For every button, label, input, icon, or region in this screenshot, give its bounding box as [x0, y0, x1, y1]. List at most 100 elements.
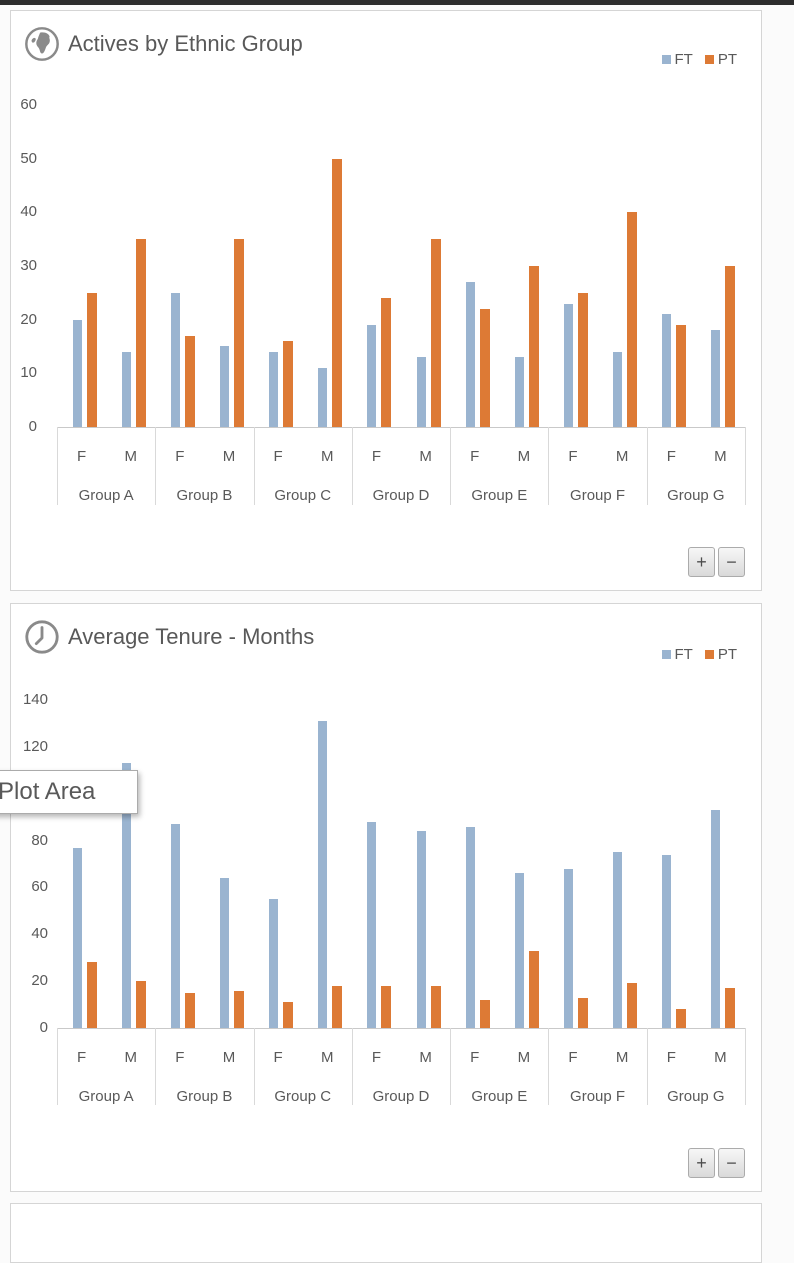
bar-ft[interactable]: [564, 869, 573, 1028]
chart-zoom-controls: + −: [685, 1148, 745, 1178]
zoom-out-button[interactable]: −: [718, 1148, 745, 1178]
panel-actives-by-ethnic-group: Actives by Ethnic Group FT PT 0 10 20 30 40 50…: [10, 10, 762, 591]
bar-ft[interactable]: [269, 899, 279, 1028]
bar-pt[interactable]: [332, 986, 343, 1028]
x-axis-group-label: Group F: [570, 1088, 626, 1105]
bar-pt[interactable]: [135, 981, 146, 1028]
chart-legend: FT PT: [661, 51, 737, 68]
bar-ft[interactable]: [367, 325, 377, 427]
x-axis-subcategory-label: M: [321, 448, 334, 465]
x-axis-subcategory-label: M: [714, 448, 727, 465]
bar-pt[interactable]: [578, 293, 588, 427]
bar-pt[interactable]: [234, 239, 244, 427]
category-separator: [647, 427, 648, 505]
legend-label: FT: [674, 51, 693, 68]
bar-ft[interactable]: [711, 330, 721, 427]
x-axis-subcategory-label: F: [470, 448, 480, 465]
x-axis-subcategory-label: F: [371, 448, 381, 465]
bar-pt[interactable]: [283, 341, 294, 427]
bar-pt[interactable]: [184, 993, 195, 1028]
y-axis-tick-label: 80: [31, 831, 48, 849]
zoom-in-button[interactable]: +: [688, 1148, 715, 1178]
bar-ft[interactable]: [465, 827, 475, 1028]
bar-pt[interactable]: [283, 1002, 294, 1028]
bar-pt[interactable]: [676, 325, 687, 427]
bar-ft[interactable]: [72, 320, 82, 427]
bar-pt[interactable]: [381, 298, 392, 427]
legend-swatch-pt: [704, 55, 714, 64]
globe-icon: [25, 27, 59, 61]
legend-item-pt: PT: [704, 646, 737, 663]
bar-ft[interactable]: [121, 763, 131, 1028]
bar-pt[interactable]: [528, 951, 539, 1028]
bar-pt[interactable]: [135, 239, 146, 427]
bar-ft[interactable]: [662, 314, 672, 427]
bar-pt[interactable]: [725, 988, 736, 1028]
x-axis-line: [57, 1028, 745, 1029]
x-axis-group-label: Group D: [372, 1088, 430, 1105]
x-axis-subcategory-label: F: [371, 1049, 381, 1066]
bar-ft[interactable]: [170, 824, 180, 1028]
bar-ft[interactable]: [564, 304, 573, 427]
category-separator: [548, 427, 549, 505]
chart-zoom-controls: + −: [685, 547, 745, 577]
legend-swatch-ft: [661, 650, 671, 659]
y-axis-tick-label: 40: [20, 203, 37, 221]
bar-pt[interactable]: [86, 293, 97, 427]
bar-ft[interactable]: [269, 352, 279, 427]
zoom-out-button[interactable]: −: [718, 547, 745, 577]
bar-ft[interactable]: [514, 357, 524, 427]
x-axis-line: [57, 427, 745, 428]
bar-pt[interactable]: [725, 266, 736, 427]
clock-icon: [25, 620, 59, 654]
x-axis-subcategory-label: F: [568, 448, 578, 465]
y-axis-tick-label: 40: [31, 925, 48, 943]
x-axis-group-label: Group F: [570, 487, 626, 504]
bar-ft[interactable]: [711, 810, 721, 1028]
bar-ft[interactable]: [465, 282, 475, 427]
bar-pt[interactable]: [627, 212, 638, 427]
page-title: Actives by Ethnic Group: [68, 31, 303, 56]
bar-pt[interactable]: [479, 309, 490, 427]
bar-ft[interactable]: [613, 352, 623, 427]
x-axis-group-label: Group G: [667, 1088, 725, 1105]
bar-ft[interactable]: [662, 855, 672, 1028]
bar-ft[interactable]: [613, 852, 623, 1028]
bar-ft[interactable]: [220, 346, 229, 427]
bar-pt[interactable]: [430, 239, 441, 427]
bar-pt[interactable]: [184, 336, 195, 427]
x-axis-group-label: Group C: [274, 1088, 332, 1105]
bar-pt[interactable]: [676, 1009, 687, 1028]
bar-pt[interactable]: [528, 266, 539, 427]
bar-pt[interactable]: [381, 986, 392, 1028]
x-axis-subcategory-label: F: [175, 448, 185, 465]
bar-pt[interactable]: [430, 986, 441, 1028]
legend-item-ft: FT: [661, 646, 693, 663]
bar-pt[interactable]: [332, 159, 343, 427]
y-axis-tick-label: 30: [20, 256, 37, 274]
bar-ft[interactable]: [318, 368, 328, 427]
bar-pt[interactable]: [627, 983, 638, 1028]
bar-pt[interactable]: [86, 962, 97, 1028]
zoom-in-button[interactable]: +: [688, 547, 715, 577]
bar-ft[interactable]: [416, 357, 426, 427]
bar-ft[interactable]: [318, 721, 328, 1028]
bar-ft[interactable]: [170, 293, 180, 427]
legend-item-ft: FT: [661, 51, 693, 68]
bar-ft[interactable]: [72, 848, 82, 1028]
y-axis-tick-label: 20: [20, 310, 37, 328]
bar-ft[interactable]: [416, 831, 426, 1028]
x-axis-group-label: Group A: [78, 487, 134, 504]
bar-ft[interactable]: [121, 352, 131, 427]
y-axis-tick-label: 140: [22, 690, 48, 708]
bar-ft[interactable]: [220, 878, 229, 1028]
bar-pt[interactable]: [479, 1000, 490, 1028]
bar-pt[interactable]: [234, 991, 244, 1028]
bar-ft[interactable]: [514, 873, 524, 1028]
category-separator: [745, 427, 746, 505]
bar-ft[interactable]: [367, 822, 377, 1028]
x-axis-subcategory-label: M: [222, 1049, 236, 1066]
bar-pt[interactable]: [578, 998, 588, 1028]
y-axis-tick-label: 60: [31, 878, 48, 896]
